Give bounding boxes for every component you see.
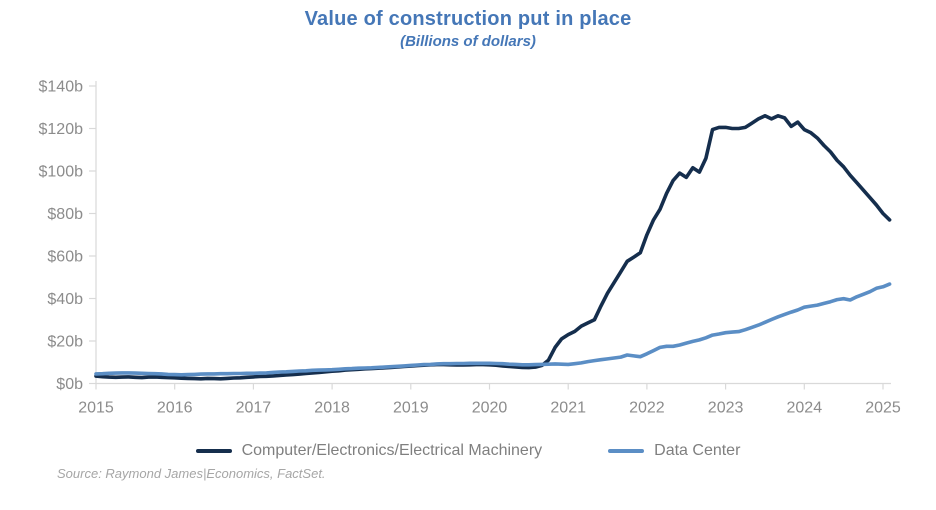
chart-legend: Computer/Electronics/Electrical Machiner… — [0, 438, 936, 464]
x-axis-tick-label: 2017 — [236, 400, 272, 417]
legend-swatch-dark-navy — [195, 449, 232, 453]
y-axis-tick-label: $120b — [39, 121, 84, 138]
legend-swatch-light-blue — [608, 449, 645, 453]
source-note: Source: Raymond James|Economics, FactSet… — [57, 466, 326, 481]
series-line-1 — [94, 282, 892, 377]
x-axis-tick-label: 2023 — [708, 400, 744, 417]
y-axis-tick-label: $100b — [39, 164, 84, 181]
x-axis-tick-label: 2016 — [157, 400, 193, 417]
x-axis-tick-label: 2020 — [472, 400, 508, 417]
x-axis-tick-label: 2022 — [629, 400, 665, 417]
series-line-0 — [94, 114, 892, 381]
chart-title: Value of construction put in place — [304, 8, 632, 30]
x-axis-tick-label: 2019 — [393, 400, 429, 417]
chart-subtitle: (Billions of dollars) — [400, 33, 536, 50]
x-axis-tick-label: 2025 — [865, 400, 901, 417]
x-axis-tick-label: 2021 — [550, 400, 586, 417]
y-axis-tick-label: $40b — [47, 291, 83, 308]
plot-area: $0b $20b $40b $60b $80b $100b $120b $140b 2015 20… — [39, 79, 901, 417]
x-axis-tick-label: 2015 — [78, 400, 114, 417]
legend-label: Computer/Electronics/Electrical Machiner… — [241, 442, 543, 459]
y-axis-tick-label: $0b — [56, 376, 83, 393]
legend-item-data-center: Data Center — [608, 442, 740, 460]
x-axis-tick-label: 2024 — [787, 400, 823, 417]
y-axis-tick-label: $80b — [47, 206, 83, 223]
x-axis-tick-label: 2018 — [314, 400, 350, 417]
y-axis-tick-label: $140b — [39, 79, 84, 96]
legend-label: Data Center — [654, 442, 741, 459]
y-axis-tick-label: $60b — [47, 249, 83, 266]
legend-item-computer-electronics: Computer/Electronics/Electrical Machiner… — [195, 442, 543, 460]
y-axis-tick-label: $20b — [47, 334, 83, 351]
